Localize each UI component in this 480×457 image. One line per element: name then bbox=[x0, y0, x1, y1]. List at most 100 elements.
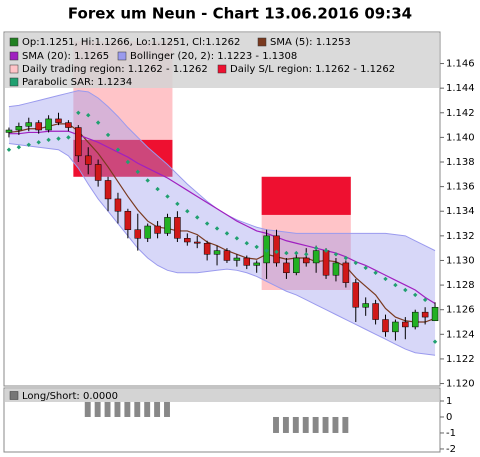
legend-swatch bbox=[9, 77, 19, 87]
legend-swatch bbox=[257, 37, 267, 47]
bar bbox=[164, 400, 170, 417]
y-tick-label: 1.128 bbox=[446, 280, 475, 291]
sar-point bbox=[254, 244, 259, 250]
bar bbox=[273, 416, 279, 433]
candle-body bbox=[94, 164, 102, 181]
sar-point bbox=[105, 132, 111, 138]
sar-point bbox=[66, 135, 71, 140]
bar bbox=[134, 400, 141, 417]
legend-swatch bbox=[9, 64, 19, 74]
candle-body bbox=[154, 225, 161, 234]
bar bbox=[94, 400, 101, 417]
y-tick-label: 1.132 bbox=[446, 231, 475, 242]
sar-point bbox=[56, 136, 61, 141]
sar-point bbox=[165, 194, 170, 199]
candle-body bbox=[104, 180, 112, 200]
candle-body bbox=[184, 238, 191, 243]
candle-body bbox=[411, 311, 419, 328]
sar-point bbox=[373, 270, 378, 275]
candle-body bbox=[65, 122, 72, 128]
bar bbox=[114, 400, 121, 417]
sar-point bbox=[422, 297, 428, 303]
candle-body bbox=[253, 262, 260, 266]
y-tick-label: 1.142 bbox=[446, 108, 475, 119]
candle-body bbox=[193, 241, 201, 244]
sar-point bbox=[76, 110, 81, 115]
bar bbox=[84, 400, 91, 417]
candle-body bbox=[322, 250, 330, 276]
sar-point bbox=[115, 147, 121, 152]
bar bbox=[124, 400, 131, 417]
sar-point bbox=[343, 255, 349, 261]
sar-point bbox=[393, 282, 398, 288]
candle-body bbox=[223, 250, 231, 261]
candle-body bbox=[35, 122, 42, 131]
sar-point bbox=[16, 145, 22, 150]
y-tick-label: 1.124 bbox=[446, 329, 475, 340]
sar-point bbox=[363, 265, 368, 271]
candle-body bbox=[55, 118, 62, 123]
sar-point bbox=[304, 252, 309, 257]
candle-body bbox=[372, 303, 379, 320]
sar-point bbox=[36, 140, 41, 145]
candle-body bbox=[25, 122, 33, 127]
y-tick-label: 1.120 bbox=[446, 379, 475, 390]
candle-body bbox=[84, 155, 92, 165]
sar-point bbox=[284, 250, 289, 256]
legend-label: Long/Short: 0.0000 bbox=[22, 391, 118, 402]
candle-body bbox=[382, 319, 389, 333]
candle-body bbox=[392, 321, 399, 333]
legend-label: Op:1.1251, Hi:1.1266, Lo:1.1251, Cl:1.12… bbox=[22, 37, 240, 48]
y-tick-label: 1.146 bbox=[446, 59, 475, 70]
sar-point bbox=[135, 169, 140, 175]
sar-point bbox=[195, 215, 200, 220]
region bbox=[261, 176, 351, 215]
legend-swatch bbox=[217, 64, 227, 74]
chart-title: Forex um Neun - Chart 13.06.2016 09:34 bbox=[68, 5, 412, 23]
candle-body bbox=[332, 262, 340, 276]
y-tick-label: -2 bbox=[446, 444, 456, 455]
sar-point bbox=[155, 186, 160, 192]
y-tick-label: 0 bbox=[446, 412, 452, 423]
y-tick-label: 1.138 bbox=[446, 157, 475, 168]
candle-body bbox=[144, 225, 151, 239]
sar-point bbox=[175, 201, 180, 207]
bar bbox=[312, 416, 319, 433]
candle-body bbox=[45, 118, 52, 131]
legend-label: SMA (5): 1.1253 bbox=[270, 37, 351, 48]
y-tick-label: 1.134 bbox=[446, 206, 475, 217]
legend-label: SMA (20): 1.1265 bbox=[22, 51, 109, 62]
y-tick-label: 1.122 bbox=[446, 354, 475, 365]
candle-body bbox=[203, 242, 211, 255]
candle-body bbox=[124, 210, 132, 230]
bar bbox=[154, 400, 161, 417]
bar bbox=[332, 416, 339, 433]
candle-body bbox=[362, 303, 369, 308]
candle-body bbox=[421, 311, 429, 318]
sar-point bbox=[26, 142, 31, 147]
legend-swatch bbox=[9, 37, 19, 47]
sar-point bbox=[294, 250, 299, 256]
sar-point bbox=[6, 147, 12, 152]
legend-box bbox=[5, 389, 439, 402]
y-tick-label: 1.126 bbox=[446, 305, 475, 316]
y-tick-label: 1 bbox=[446, 396, 452, 407]
sar-point bbox=[185, 209, 190, 214]
bar bbox=[104, 400, 111, 417]
bar bbox=[302, 416, 309, 433]
bar bbox=[144, 400, 151, 417]
sar-point bbox=[46, 137, 51, 143]
legend-label: Daily trading region: 1.1262 - 1.1262 bbox=[22, 64, 208, 75]
sar-point bbox=[145, 178, 150, 183]
bollinger-band bbox=[8, 90, 436, 356]
sar-point bbox=[313, 245, 319, 251]
sar-point bbox=[413, 292, 418, 298]
y-tick-label: 1.144 bbox=[446, 83, 475, 94]
sar-point bbox=[125, 159, 131, 165]
candle-body bbox=[134, 229, 142, 239]
sar-point bbox=[244, 241, 249, 246]
y-tick-label: 1.130 bbox=[446, 255, 475, 266]
candle-body bbox=[5, 129, 13, 133]
legend-label: Daily S/L region: 1.1262 - 1.1262 bbox=[230, 64, 395, 75]
